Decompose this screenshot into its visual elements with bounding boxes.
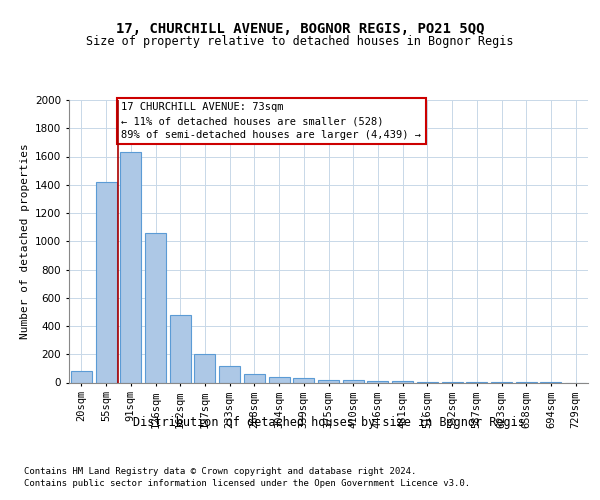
Bar xyxy=(145,233,166,382)
Bar xyxy=(120,152,141,382)
Bar xyxy=(244,374,265,382)
Bar xyxy=(194,354,215,382)
Bar xyxy=(95,182,116,382)
Bar xyxy=(293,378,314,382)
Bar xyxy=(219,366,240,382)
Bar xyxy=(71,371,92,382)
Y-axis label: Number of detached properties: Number of detached properties xyxy=(20,144,29,339)
Text: Contains public sector information licensed under the Open Government Licence v3: Contains public sector information licen… xyxy=(24,479,470,488)
Text: Size of property relative to detached houses in Bognor Regis: Size of property relative to detached ho… xyxy=(86,36,514,49)
Text: Contains HM Land Registry data © Crown copyright and database right 2024.: Contains HM Land Registry data © Crown c… xyxy=(24,466,416,475)
Text: 17 CHURCHILL AVENUE: 73sqm
← 11% of detached houses are smaller (528)
89% of sem: 17 CHURCHILL AVENUE: 73sqm ← 11% of deta… xyxy=(121,102,421,140)
Bar xyxy=(343,380,364,382)
Text: 17, CHURCHILL AVENUE, BOGNOR REGIS, PO21 5QQ: 17, CHURCHILL AVENUE, BOGNOR REGIS, PO21… xyxy=(116,22,484,36)
Bar xyxy=(392,381,413,382)
Bar xyxy=(170,314,191,382)
Text: Distribution of detached houses by size in Bognor Regis: Distribution of detached houses by size … xyxy=(133,416,525,429)
Bar xyxy=(269,377,290,382)
Bar xyxy=(318,380,339,382)
Bar xyxy=(367,381,388,382)
